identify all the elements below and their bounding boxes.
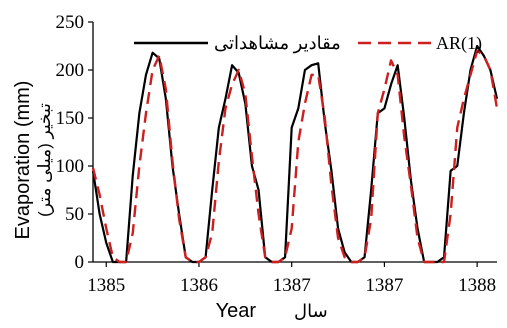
y-axis-title-persian: تبخیر (میلی متر) — [35, 103, 54, 217]
y-ticks: 0 50 100 150 200 250 — [56, 12, 93, 273]
x-axis-title: Year — [216, 300, 257, 322]
y-tick-label: 50 — [65, 204, 84, 225]
x-tick-label: 1388 — [458, 275, 496, 296]
x-axis-title-persian: سال — [294, 301, 328, 321]
y-tick-label: 150 — [56, 108, 85, 129]
x-tick-label: 1385 — [87, 275, 125, 296]
x-tick-label: 1387 — [365, 275, 403, 296]
y-tick-label: 250 — [56, 12, 85, 33]
legend: مقادیر مشاهداتی AR(1) — [134, 33, 482, 54]
legend-label-observed: مقادیر مشاهداتی — [214, 33, 341, 54]
axes — [92, 22, 497, 263]
y-tick-label: 100 — [56, 156, 85, 177]
x-ticks: 1385 1386 1387 1387 1388 — [87, 262, 496, 296]
series-line-ar1 — [91, 49, 499, 264]
y-axis-title: Evaporation (mm) — [12, 81, 34, 240]
y-tick-label: 0 — [75, 252, 85, 273]
series-layer — [91, 44, 499, 264]
series-line-observed — [91, 44, 499, 264]
y-tick-label: 200 — [56, 60, 85, 81]
legend-label-ar1: AR(1) — [436, 33, 482, 54]
x-tick-label: 1387 — [273, 275, 311, 296]
x-tick-label: 1386 — [180, 275, 218, 296]
